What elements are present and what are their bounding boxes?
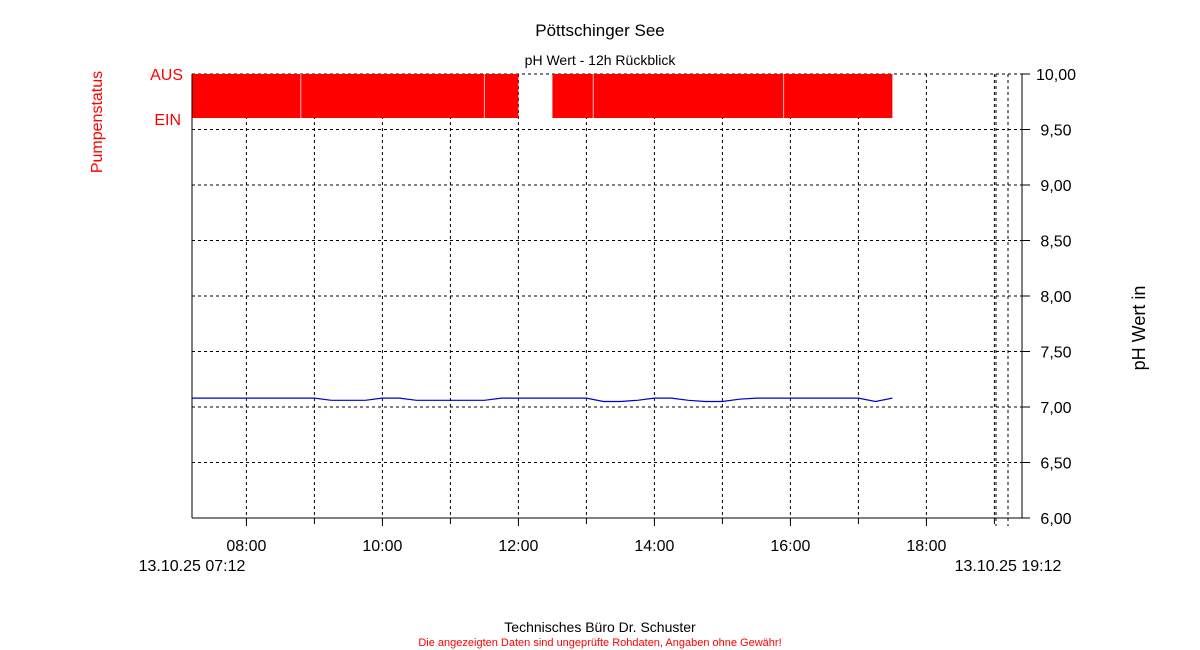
y-tick-label: 8,00 — [1040, 289, 1071, 306]
y-tick-label: 7,50 — [1040, 345, 1071, 362]
x-tick-label: 10:00 — [362, 538, 402, 555]
y-axis-label: pH Wert in — [1129, 286, 1149, 371]
pump-on-bar — [192, 74, 301, 118]
pump-on-bar — [783, 74, 893, 118]
x-tick-label: 14:00 — [634, 538, 674, 555]
pump-on-bar — [552, 74, 594, 118]
y-tick-label: 9,00 — [1040, 178, 1071, 195]
ph-line — [192, 397, 893, 403]
y-tick-label: 10,00 — [1036, 67, 1076, 84]
y-tick-label: 8,50 — [1040, 234, 1071, 251]
y-tick-label: 6,50 — [1040, 456, 1071, 473]
pump-status-bars — [192, 74, 893, 118]
x-tick-label: 08:00 — [226, 538, 266, 555]
chart-title: Pöttschinger See — [535, 21, 664, 40]
pump-on-bar — [593, 74, 784, 118]
y-tick-label: 6,00 — [1040, 511, 1071, 528]
ph-series — [192, 397, 893, 403]
x-end-label: 13.10.25 19:12 — [955, 558, 1062, 575]
x-tick-label: 18:00 — [906, 538, 946, 555]
footer-company: Technisches Büro Dr. Schuster — [504, 619, 696, 635]
pump-status-on-label: EIN — [154, 112, 181, 129]
pump-on-bar — [300, 74, 485, 118]
pump-status-axis-label: Pumpenstatus — [89, 71, 106, 173]
pump-on-bar — [484, 74, 519, 118]
x-start-label: 13.10.25 07:12 — [139, 558, 246, 575]
y-tick-label: 7,00 — [1040, 400, 1071, 417]
pump-status-off-label: AUS — [150, 67, 183, 84]
footer-disclaimer: Die angezeigten Daten sind ungeprüfte Ro… — [418, 637, 781, 649]
grid — [192, 73, 1022, 526]
axes: 6,00 6,50 7,00 7,50 8,00 8,50 9,00 9,50 10,00 08:… — [191, 67, 1076, 555]
y-tick-label: 9,50 — [1040, 123, 1071, 140]
chart-subtitle: pH Wert - 12h Rückblick — [525, 52, 677, 68]
x-tick-label: 12:00 — [498, 538, 538, 555]
x-tick-label: 16:00 — [770, 538, 810, 555]
